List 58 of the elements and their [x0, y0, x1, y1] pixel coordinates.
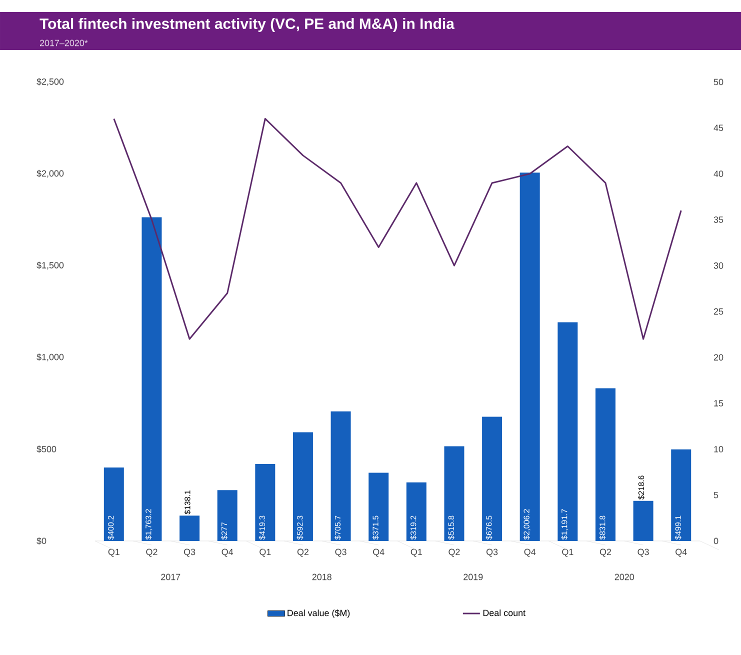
bar	[368, 472, 389, 541]
bar	[142, 217, 162, 541]
y2-tick-label: 45	[714, 124, 724, 132]
bar	[520, 172, 540, 541]
text: 2019	[464, 574, 483, 580]
y-tick-label: $500	[36, 446, 56, 453]
x-tick-label: Q1	[562, 548, 574, 557]
chart-subtitle: 2017–2020*	[40, 40, 88, 46]
bar	[671, 449, 692, 541]
x-tick-label: Q2	[600, 548, 612, 557]
y-tick-label: $1,500	[36, 262, 64, 270]
y2-tick-label: 40	[714, 170, 724, 177]
x-tick-label: Q4	[524, 548, 536, 557]
bar	[482, 416, 502, 541]
x-tick-label: Q3	[486, 548, 498, 557]
x-tick-label: Q4	[373, 548, 384, 557]
y2-tick-label: 30	[714, 262, 724, 269]
text: 2018	[312, 574, 332, 580]
bar	[558, 322, 578, 541]
y-tick-label: $2,000	[36, 170, 64, 178]
x-tick-label: Q3	[335, 548, 346, 557]
bar	[406, 482, 426, 541]
x-tick-label: Q3	[184, 548, 196, 557]
x-tick-label: Q4	[676, 548, 687, 557]
line-series	[113, 118, 682, 340]
text: 2020	[614, 574, 634, 580]
legend-label: Deal count	[483, 609, 526, 616]
x-tick-label: Q2	[297, 548, 309, 557]
x-tick-label: Q2	[448, 548, 460, 557]
y2-tick-label: 50	[714, 78, 724, 86]
bar	[633, 500, 654, 541]
chart-title: Total fintech investment activity (VC, PE and M&A) in India	[40, 18, 455, 32]
y-tick-label: $2,500	[36, 78, 64, 86]
x-tick-label: Q1	[108, 548, 120, 557]
y2-tick-label: 10	[714, 446, 724, 452]
y2-tick-label: 5	[714, 492, 718, 498]
bar	[255, 464, 276, 541]
y2-tick-label: 15	[714, 400, 724, 406]
bar	[292, 432, 313, 541]
bar	[330, 411, 351, 541]
y-tick-label: $0	[36, 537, 46, 545]
bar	[217, 490, 238, 541]
y-tick-label: $1,000	[36, 353, 64, 362]
y2-tick-label: 35	[714, 216, 724, 223]
bar	[444, 446, 464, 541]
x-tick-label: Q3	[638, 548, 649, 557]
x-tick-label: Q4	[222, 548, 234, 557]
x-tick-label: Q2	[146, 548, 158, 557]
bar	[595, 388, 616, 541]
y2-tick-label: 25	[714, 308, 724, 315]
text: 2017	[161, 574, 180, 580]
x-tick-label: Q1	[260, 548, 271, 557]
legend-label: Deal value ($M)	[288, 609, 350, 618]
bar	[104, 468, 124, 541]
bar	[180, 516, 200, 541]
y2-tick-label: 20	[714, 354, 724, 361]
x-tick-label: Q1	[410, 548, 422, 557]
y2-tick-label: 0	[714, 538, 718, 544]
